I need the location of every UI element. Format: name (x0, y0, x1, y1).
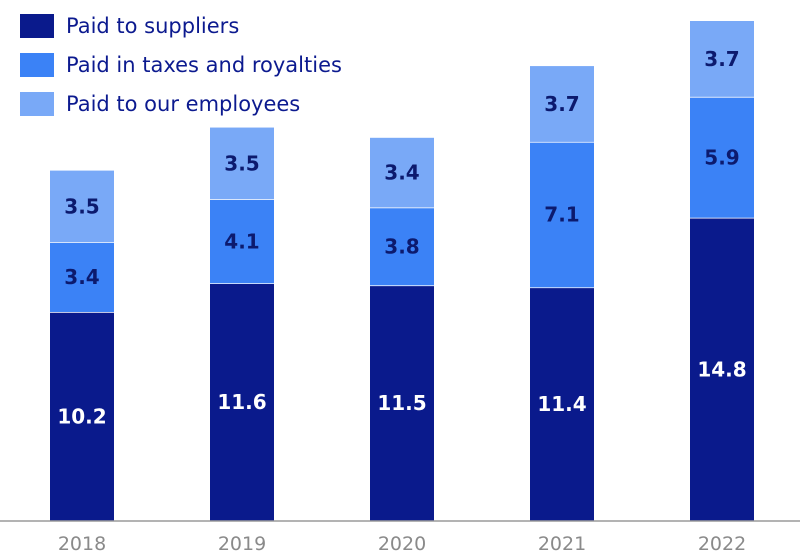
legend-item-suppliers: Paid to suppliers (20, 6, 342, 45)
data-label-2018-series-0: 10.2 (57, 404, 106, 428)
legend-label-suppliers: Paid to suppliers (66, 13, 240, 38)
legend-swatch-employees (20, 91, 54, 116)
bar-2022-series-2 (690, 21, 754, 97)
data-label-2020-series-0: 11.5 (377, 391, 426, 415)
legend: Paid to suppliers Paid in taxes and roya… (20, 6, 342, 123)
bar-2018-series-2 (50, 170, 114, 243)
legend-swatch-suppliers (20, 13, 54, 38)
data-label-2019-series-2: 3.5 (224, 151, 259, 175)
data-label-2018-series-2: 3.5 (64, 194, 99, 218)
data-label-2020-series-2: 3.4 (384, 161, 419, 185)
data-label-2020-series-1: 3.8 (384, 234, 419, 258)
x-tick-label-2022: 2022 (698, 533, 746, 553)
data-label-2021-series-0: 11.4 (537, 392, 586, 416)
data-label-2019-series-0: 11.6 (217, 390, 266, 414)
data-label-2021-series-1: 7.1 (544, 203, 579, 227)
bar-2019-series-0 (210, 283, 274, 521)
data-label-2022-series-2: 3.7 (704, 47, 739, 71)
x-tick-label-2021: 2021 (538, 533, 586, 553)
data-label-2022-series-1: 5.9 (704, 145, 739, 169)
bar-2021-series-2 (530, 66, 594, 142)
legend-item-employees: Paid to our employees (20, 84, 342, 123)
data-label-2021-series-2: 3.7 (544, 92, 579, 116)
bar-2020-series-0 (370, 285, 434, 521)
bar-2018-series-0 (50, 311, 114, 521)
data-label-2019-series-1: 4.1 (224, 229, 259, 253)
x-tick-label-2019: 2019 (218, 533, 266, 553)
legend-label-taxes: Paid in taxes and royalties (66, 52, 342, 77)
legend-item-taxes: Paid in taxes and royalties (20, 45, 342, 84)
bar-2022-series-1 (690, 96, 754, 218)
data-label-2018-series-1: 3.4 (64, 265, 99, 289)
bar-2021-series-0 (530, 287, 594, 521)
bar-2019-series-2 (210, 127, 274, 200)
x-tick-label-2018: 2018 (58, 533, 106, 553)
data-label-2022-series-0: 14.8 (697, 357, 746, 381)
bar-2021-series-1 (530, 141, 594, 288)
bar-2020-series-1 (370, 207, 434, 286)
bar-2018-series-1 (50, 242, 114, 312)
bar-2020-series-2 (370, 137, 434, 208)
x-tick-label-2020: 2020 (378, 533, 426, 553)
legend-swatch-taxes (20, 52, 54, 77)
bar-2022-series-0 (690, 217, 754, 521)
bar-2019-series-1 (210, 199, 274, 284)
legend-label-employees: Paid to our employees (66, 91, 301, 116)
